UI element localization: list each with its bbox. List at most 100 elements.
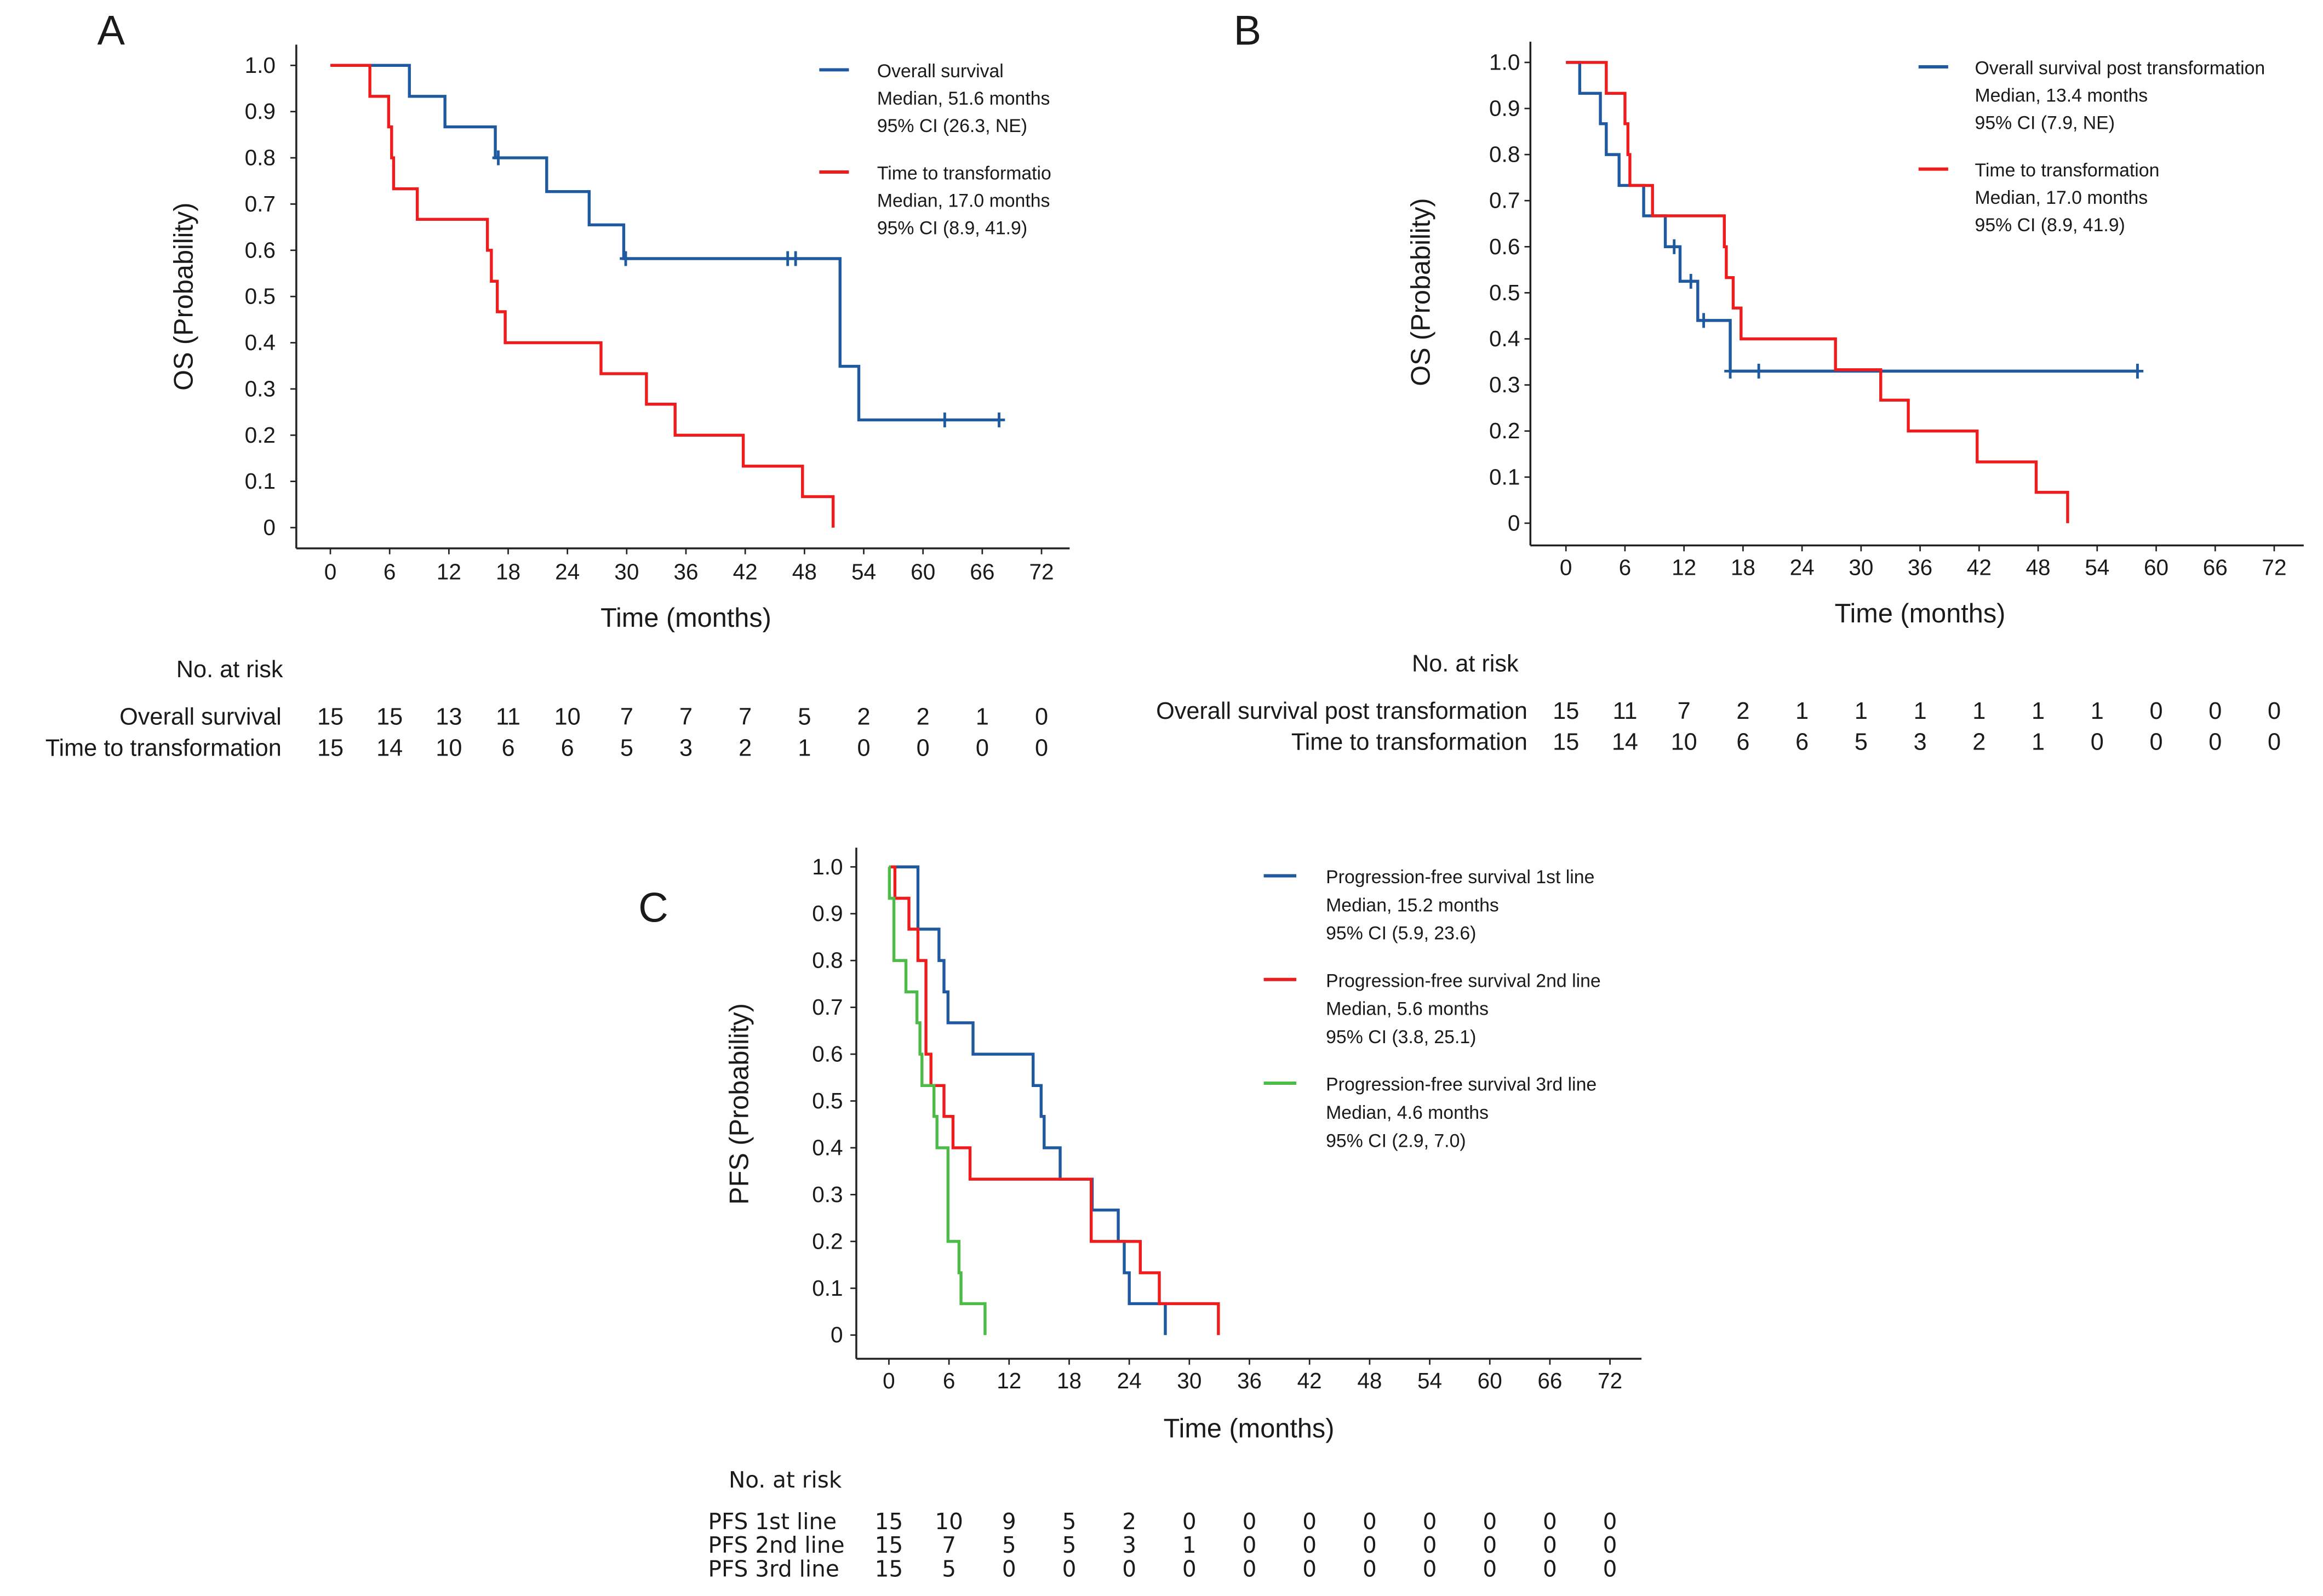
x-tick-label: 54 xyxy=(1417,1368,1442,1393)
risk-count: 0 xyxy=(1302,1555,1317,1582)
legend-series-name: Overall survival xyxy=(877,61,1004,82)
risk-count: 0 xyxy=(1363,1508,1377,1535)
risk-count: 0 xyxy=(2268,698,2281,724)
x-tick-label: 66 xyxy=(970,559,994,585)
y-tick-label: 0.5 xyxy=(1489,280,1520,305)
risk-count: 0 xyxy=(1182,1508,1197,1535)
y-tick-label: 0.7 xyxy=(245,191,276,216)
panel-c: C0 6 12 18 24 30 36 42 48 54 60 66 7200.10.20.30.40.… xyxy=(638,848,1642,1582)
x-tick-label: 54 xyxy=(2085,555,2109,580)
risk-count: 0 xyxy=(1302,1532,1317,1558)
x-tick-label: 66 xyxy=(2203,555,2228,580)
risk-count: 0 xyxy=(1423,1532,1437,1558)
risk-count: 6 xyxy=(561,735,574,761)
risk-count: 0 xyxy=(1062,1555,1077,1582)
y-tick-label: 0.2 xyxy=(812,1228,843,1254)
x-tick-label: 18 xyxy=(496,559,520,585)
risk-count: 0 xyxy=(1483,1532,1497,1558)
risk-count: 10 xyxy=(436,735,462,761)
risk-count: 0 xyxy=(2268,729,2281,756)
y-tick-label: 0.4 xyxy=(1489,326,1520,351)
y-tick-label: 0.5 xyxy=(812,1088,843,1113)
y-tick-label: 0.8 xyxy=(1489,142,1520,167)
risk-count: 5 xyxy=(942,1555,956,1582)
y-tick-label: 1.0 xyxy=(812,854,843,879)
risk-count: 0 xyxy=(1243,1555,1257,1582)
x-tick-label: 6 xyxy=(943,1368,955,1393)
x-tick-label: 18 xyxy=(1057,1368,1082,1393)
panel-b: B0 6 12 18 24 30 36 42 48 54 60 66 7200.10.20.30.40.… xyxy=(1156,7,2304,756)
x-tick-label: 30 xyxy=(1849,555,1873,580)
risk-count: 7 xyxy=(942,1532,956,1558)
y-tick-label: 0.5 xyxy=(245,284,276,309)
risk-count: 7 xyxy=(739,704,752,730)
risk-count: 0 xyxy=(1182,1555,1197,1582)
x-tick-label: 60 xyxy=(1478,1368,1502,1393)
risk-count: 0 xyxy=(2149,729,2162,756)
y-tick-label: 0.6 xyxy=(812,1042,843,1067)
x-tick-label: 24 xyxy=(555,559,580,585)
risk-count: 1 xyxy=(1795,698,1809,724)
risk-count: 14 xyxy=(1612,729,1638,756)
x-tick-label: 48 xyxy=(2026,555,2051,580)
y-tick-label: 0.8 xyxy=(812,948,843,973)
risk-count: 0 xyxy=(1483,1555,1497,1582)
panel-label: B xyxy=(1234,7,1262,54)
x-tick-label: 42 xyxy=(1297,1368,1322,1393)
risk-row-label: Overall survival post transformation xyxy=(1156,698,1527,724)
risk-count: 15 xyxy=(875,1532,903,1558)
risk-count: 2 xyxy=(739,735,752,761)
x-tick-label: 0 xyxy=(883,1368,895,1393)
x-tick-label: 66 xyxy=(1537,1368,1562,1393)
risk-count: 0 xyxy=(1603,1508,1617,1535)
risk-count: 6 xyxy=(501,735,514,761)
x-tick-label: 60 xyxy=(911,559,935,585)
risk-count: 0 xyxy=(857,735,870,761)
legend-series-name: Overall survival post transformation xyxy=(1975,58,2265,79)
y-tick-label: 0.4 xyxy=(812,1135,843,1160)
km-curve-1 xyxy=(889,865,1167,1335)
risk-count: 13 xyxy=(436,704,462,730)
y-tick-label: 0.7 xyxy=(1489,188,1520,213)
x-axis-title: Time (months) xyxy=(1835,599,2006,628)
risk-row-label: PFS 1st line xyxy=(708,1508,837,1535)
risk-count: 5 xyxy=(1855,729,1868,756)
x-tick-label: 30 xyxy=(1177,1368,1201,1393)
risk-count: 1 xyxy=(2032,698,2045,724)
risk-table-title: No. at risk xyxy=(176,656,283,683)
legend-median: Median, 4.6 months xyxy=(1326,1102,1489,1123)
risk-count: 1 xyxy=(2032,729,2045,756)
panel-a: A0 6 12 18 24 30 36 42 48 54 60 66 7200.10.20.30.40.… xyxy=(45,7,1070,761)
risk-row-label: Overall survival xyxy=(119,704,282,730)
legend-ci: 95% CI (2.9, 7.0) xyxy=(1326,1130,1466,1151)
risk-count: 0 xyxy=(1543,1508,1557,1535)
risk-count: 5 xyxy=(1062,1508,1077,1535)
x-tick-label: 36 xyxy=(1237,1368,1262,1393)
y-tick-label: 0.1 xyxy=(245,468,276,494)
risk-count: 7 xyxy=(1678,698,1691,724)
x-axis-title: Time (months) xyxy=(1164,1414,1335,1443)
risk-count: 6 xyxy=(1736,729,1749,756)
risk-count: 0 xyxy=(1603,1555,1617,1582)
y-axis-title: PFS (Probability) xyxy=(725,1003,754,1205)
x-tick-label: 60 xyxy=(2144,555,2168,580)
risk-count: 0 xyxy=(1035,735,1048,761)
y-axis-title: OS (Probability) xyxy=(1406,198,1435,386)
x-tick-label: 24 xyxy=(1790,555,1815,580)
risk-count: 15 xyxy=(1553,729,1579,756)
y-tick-label: 0.9 xyxy=(245,99,276,124)
x-tick-label: 72 xyxy=(1598,1368,1622,1393)
legend-median: Median, 5.6 months xyxy=(1326,999,1489,1020)
risk-count: 1 xyxy=(1855,698,1868,724)
x-tick-label: 12 xyxy=(1672,555,1696,580)
legend-series-name: Time to transformatio xyxy=(877,163,1051,184)
km-curve-2 xyxy=(889,865,1220,1335)
legend-series-name: Progression-free survival 2nd line xyxy=(1326,970,1601,991)
legend-ci: 95% CI (26.3, NE) xyxy=(877,116,1027,136)
risk-count: 5 xyxy=(1002,1532,1016,1558)
risk-count: 3 xyxy=(1122,1532,1136,1558)
risk-count: 10 xyxy=(935,1508,963,1535)
y-tick-label: 0 xyxy=(831,1322,843,1347)
risk-count: 0 xyxy=(1243,1532,1257,1558)
legend-ci: 95% CI (3.8, 25.1) xyxy=(1326,1027,1476,1048)
